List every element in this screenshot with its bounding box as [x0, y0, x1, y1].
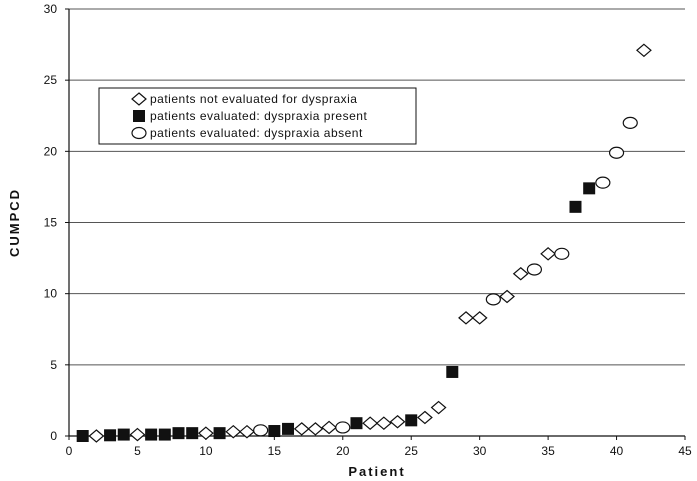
circle-point: [526, 263, 543, 276]
square-point: [76, 430, 89, 442]
diamond-point: [512, 266, 529, 281]
diamond-point: [458, 311, 474, 325]
diamond-point: [239, 424, 255, 439]
circle-point: [335, 421, 351, 434]
square-point: [405, 414, 418, 427]
y-axis-title: CUMPCD: [7, 188, 22, 257]
x-tick-label: 15: [268, 444, 282, 458]
diamond-point: [321, 420, 338, 435]
square-point: [268, 425, 281, 438]
legend-square-icon: [133, 110, 145, 122]
square-point: [569, 200, 582, 213]
circle-point: [595, 176, 611, 189]
circle-point: [253, 424, 269, 437]
y-tick-label: 15: [44, 216, 58, 230]
y-tick-label: 20: [44, 144, 58, 158]
diamond-point: [499, 289, 515, 304]
legend-entry-label: patients evaluated: dyspraxia present: [150, 109, 367, 123]
x-tick-label: 35: [541, 444, 555, 458]
legend-box: [98, 87, 417, 145]
legend-entry-label: patients not evaluated for dyspraxia: [150, 92, 357, 106]
circle-point: [608, 146, 625, 159]
diamond-point: [129, 427, 146, 442]
x-tick-labels: 0 5 10 15 20 25 30 35 40 45: [66, 444, 692, 458]
x-axis-title: Patient: [348, 464, 405, 479]
y-tick-label: 0: [50, 429, 57, 443]
y-tick-label: 10: [44, 287, 58, 301]
x-tick-label: 40: [610, 444, 624, 458]
x-tick-label: 20: [336, 444, 350, 458]
y-tick-label: 5: [50, 358, 57, 372]
diamond-point: [88, 429, 105, 443]
legend-diamond-icon: [131, 92, 147, 106]
diamond-point: [225, 424, 242, 439]
legend: patients not evaluated for dyspraxia pati…: [98, 87, 417, 145]
diamond-point: [416, 410, 433, 425]
legend-circle-icon: [131, 126, 147, 140]
y-tick-label: 30: [44, 2, 58, 16]
x-tick-label: 0: [66, 444, 73, 458]
legend-entry-label: patients evaluated: dyspraxia absent: [150, 126, 363, 140]
x-tick-label: 45: [678, 444, 692, 458]
diamond-point: [197, 426, 214, 440]
data-points: [76, 43, 652, 443]
x-tick-label: 25: [405, 444, 419, 458]
x-tick-label: 5: [134, 444, 141, 458]
square-point: [172, 427, 185, 440]
axes: [65, 8, 686, 440]
y-tick-labels: 0 5 10 15 20 25 30: [44, 2, 58, 443]
square-point: [282, 422, 295, 435]
diamond-point: [375, 416, 392, 430]
square-point: [350, 417, 363, 430]
diamond-point: [293, 422, 310, 436]
y-tick-label: 25: [44, 73, 58, 87]
square-point: [583, 182, 596, 195]
diamond-point: [362, 416, 379, 430]
x-tick-label: 30: [473, 444, 487, 458]
square-point: [117, 428, 130, 441]
grid-lines: [69, 8, 685, 366]
square-point: [213, 427, 226, 440]
square-point: [158, 428, 171, 441]
square-point: [104, 429, 117, 442]
diamond-point: [430, 400, 447, 415]
square-point: [145, 428, 158, 441]
diamond-point: [307, 422, 324, 436]
circle-point: [485, 293, 501, 306]
square-point: [446, 365, 459, 378]
diamond-point: [389, 414, 406, 429]
square-point: [186, 427, 199, 440]
x-tick-label: 10: [199, 444, 213, 458]
diamond-point: [540, 247, 557, 261]
diamond-point: [636, 43, 652, 58]
diamond-point: [471, 311, 488, 325]
circle-point: [554, 247, 570, 260]
circle-point: [622, 116, 638, 129]
